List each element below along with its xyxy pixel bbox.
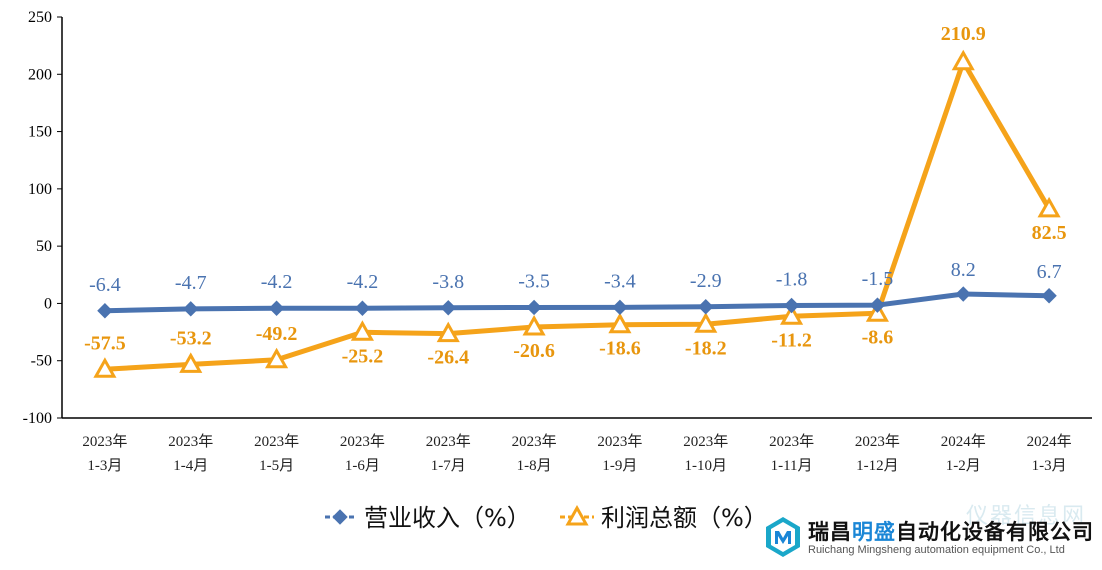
profit-data-label: -18.2	[685, 337, 727, 359]
company-logo: 瑞昌明盛自动化设备有限公司 Ruichang Mingsheng automat…	[762, 512, 1094, 564]
revenue-point	[268, 300, 285, 316]
x-tick-label: 2023年	[82, 433, 127, 450]
profit-point	[951, 49, 975, 71]
company-logo-icon	[766, 517, 800, 557]
y-tick-label: 0	[44, 295, 52, 312]
profit-point	[694, 312, 718, 333]
x-tick-label: 1-9月	[602, 458, 637, 474]
legend-profit-label: 利润总额（%）	[601, 504, 768, 532]
y-tick-label: -100	[23, 410, 52, 427]
x-tick-label: 2023年	[683, 433, 728, 450]
company-english-name: Ruichang Mingsheng automation equipment …	[808, 544, 1065, 556]
axes	[61, 17, 1092, 419]
x-tick-label: 1-3月	[87, 458, 122, 474]
profit-data-label: -18.6	[599, 338, 641, 360]
revenue-data-label: 6.7	[1037, 261, 1062, 283]
x-tick-label: 2023年	[254, 433, 299, 450]
y-tick-label: 50	[36, 238, 52, 255]
profit-point	[436, 321, 460, 343]
revenue-data-label: 8.2	[951, 259, 976, 281]
revenue-point	[612, 299, 628, 316]
x-tick-label: 1-12月	[856, 458, 899, 474]
x-tick-label: 2023年	[597, 433, 642, 450]
y-tick-label: 100	[28, 181, 52, 198]
revenue-point	[526, 299, 542, 316]
x-tick-label: 2024年	[941, 433, 986, 450]
profit-point	[608, 312, 632, 334]
watermark-text: 仪器信息网	[965, 504, 1086, 529]
x-tick-label: 1-6月	[345, 458, 380, 474]
y-tick-label: 150	[28, 124, 52, 141]
legend-profit-marker	[565, 504, 589, 526]
revenue-data-label: -4.2	[261, 271, 293, 293]
profit-data-label: -20.6	[513, 340, 555, 362]
revenue-point	[698, 299, 714, 315]
revenue-point	[955, 286, 971, 302]
revenue-data-label: -3.8	[432, 271, 464, 293]
series-layer	[93, 49, 1061, 378]
revenue-data-label: -4.2	[347, 271, 379, 293]
x-tick-label: 1-3月	[1032, 458, 1067, 474]
y-axis-ticks: 250 200 150 100 50 0 -50 -100	[23, 9, 62, 427]
profit-data-label: -11.2	[771, 329, 812, 351]
x-tick-label: 1-7月	[431, 458, 466, 474]
legend: 营业收入（%） 利润总额（%）	[325, 504, 768, 532]
revenue-point	[869, 297, 886, 313]
profit-data-label: 82.5	[1032, 222, 1067, 244]
x-tick-label: 2023年	[512, 433, 557, 450]
profit-point	[1037, 196, 1061, 218]
x-tick-label: 2024年	[1027, 433, 1072, 450]
revenue-data-label: -4.7	[175, 272, 207, 294]
profit-data-label: -25.2	[342, 345, 384, 367]
x-tick-label: 1-8月	[517, 458, 552, 474]
profit-data-label: -8.6	[862, 326, 894, 348]
profit-point	[350, 320, 374, 341]
profit-data-label: -53.2	[170, 327, 212, 349]
profit-data-label: 210.9	[941, 23, 986, 45]
revenue-point	[783, 297, 800, 314]
y-tick-label: -50	[31, 353, 52, 370]
x-axis-ticks: 2023年 1-3月 2023年 1-4月 2023年 1-5月 2023年 1-6月 2023…	[82, 433, 1071, 474]
revenue-data-label: -1.5	[862, 268, 894, 290]
y-tick-label: 250	[28, 9, 52, 26]
revenue-point	[440, 300, 456, 316]
y-tick-label: 200	[28, 66, 52, 83]
revenue-data-label: -3.5	[518, 270, 550, 292]
x-tick-label: 2023年	[426, 433, 471, 450]
x-tick-label: 1-2月	[946, 458, 981, 474]
company-name: 瑞昌明盛自动化设备有限公司	[808, 520, 1094, 544]
legend-revenue-marker	[332, 509, 348, 525]
profit-point	[93, 357, 117, 378]
profit-point	[780, 304, 804, 325]
revenue-data-label: -1.8	[776, 268, 808, 290]
x-tick-label: 1-10月	[685, 458, 728, 474]
revenue-point	[354, 300, 371, 316]
revenue-data-label: -2.9	[690, 270, 722, 292]
x-tick-label: 1-5月	[259, 458, 294, 474]
revenue-point	[1041, 288, 1057, 304]
x-tick-label: 1-11月	[771, 458, 813, 474]
x-tick-label: 2023年	[855, 433, 900, 450]
revenue-point	[183, 301, 199, 317]
x-tick-label: 1-4月	[173, 458, 208, 474]
x-tick-label: 2023年	[168, 433, 213, 450]
profit-point	[265, 347, 289, 369]
profit-data-label: -26.4	[427, 347, 469, 369]
legend-revenue-label: 营业收入（%）	[364, 504, 531, 532]
profit-data-label: -49.2	[256, 323, 298, 345]
x-tick-label: 2023年	[769, 433, 814, 450]
revenue-data-label: -3.4	[604, 270, 636, 292]
data-labels: -6.4 -4.7 -4.2 -4.2 -3.8 -3.5 -3.4 -2.9 -1.8 -1.5…	[84, 23, 1067, 369]
profit-point	[179, 352, 203, 373]
series-line-profit	[104, 59, 1052, 372]
profit-data-label: -57.5	[84, 332, 126, 354]
profit-point	[522, 314, 546, 336]
series-line-revenue	[104, 291, 1050, 314]
x-tick-label: 2023年	[340, 433, 385, 450]
revenue-point	[97, 303, 113, 319]
revenue-data-label: -6.4	[89, 274, 121, 296]
